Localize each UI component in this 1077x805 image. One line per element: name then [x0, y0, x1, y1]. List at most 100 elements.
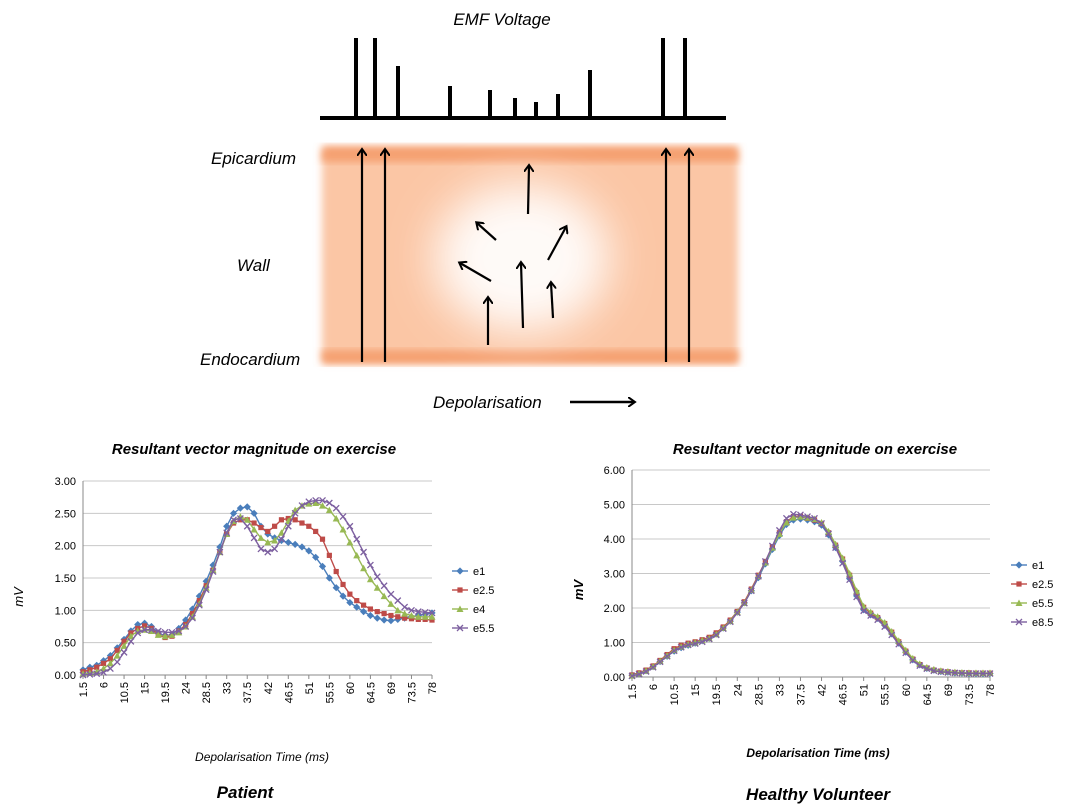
- vector-arrow: [477, 223, 497, 241]
- data-point: [972, 669, 980, 676]
- legend-label: e2.5: [1032, 579, 1053, 591]
- data-point: [353, 535, 361, 543]
- x-tick-label: 6: [648, 684, 660, 690]
- data-point: [965, 669, 973, 676]
- data-point: [107, 656, 113, 662]
- data-point: [387, 617, 395, 625]
- data-point: [278, 517, 285, 523]
- data-point: [271, 536, 279, 544]
- data-point: [895, 640, 903, 648]
- data-point: [691, 640, 699, 647]
- vector-arrow: [528, 166, 529, 215]
- data-point: [325, 499, 333, 507]
- data-point: [284, 538, 292, 547]
- y-tick-label: 2.50: [55, 508, 76, 520]
- legend-marker: [456, 624, 464, 632]
- x-tick-label: 42: [263, 682, 275, 694]
- x-tick-label: 73.5: [964, 684, 976, 705]
- data-point: [429, 617, 435, 623]
- legend-item: e5.5: [452, 623, 494, 635]
- data-point: [394, 597, 402, 605]
- plot-area: 0.00 0.50 1.00 1.50 2.00 2.50 3.00 1.5 6 10.5 15 19…: [55, 476, 439, 703]
- data-point: [930, 667, 938, 675]
- legend-marker: [457, 587, 463, 593]
- data-point: [867, 612, 875, 620]
- data-point: [402, 615, 408, 621]
- x-tick-label: 64.5: [922, 684, 934, 705]
- data-point: [768, 542, 776, 550]
- data-point: [421, 613, 429, 620]
- data-point: [684, 641, 692, 649]
- data-point: [298, 543, 306, 551]
- data-point: [202, 584, 210, 591]
- series-line: [82, 502, 432, 675]
- data-point: [161, 632, 169, 640]
- data-point: [986, 669, 994, 676]
- data-point: [243, 503, 251, 511]
- legend: e1 e2.5 e5.5 e8.5: [1011, 560, 1053, 629]
- data-point: [318, 562, 327, 570]
- data-point: [230, 516, 238, 524]
- data-point: [909, 654, 917, 662]
- data-point: [257, 534, 265, 541]
- data-point: [168, 628, 176, 636]
- y-tick-label: 2.00: [604, 603, 625, 615]
- x-tick-label: 64.5: [365, 682, 377, 703]
- data-point: [909, 656, 917, 664]
- data-point: [250, 509, 258, 517]
- data-point: [346, 538, 354, 546]
- y-tick-label: 3.00: [55, 476, 76, 488]
- data-point: [292, 517, 298, 523]
- data-point: [333, 568, 339, 575]
- series-line: [82, 499, 433, 676]
- data-point: [642, 668, 650, 675]
- x-tick-label: 10.5: [669, 684, 681, 705]
- data-point: [319, 502, 327, 509]
- vector-arrow: [547, 227, 566, 261]
- y-tick-label: 0.00: [55, 670, 76, 682]
- data-point: [881, 623, 889, 631]
- legend-item: e4: [452, 604, 485, 616]
- data-point: [366, 611, 375, 620]
- data-point: [394, 606, 402, 614]
- data-point: [853, 593, 861, 601]
- data-point: [237, 517, 243, 523]
- x-tick-label: 69: [386, 682, 398, 694]
- data-point: [188, 605, 197, 613]
- y-axis-label: mV: [571, 579, 586, 601]
- plot-area: 0.00 1.00 2.00 3.00 4.00 5.00 6.00 1.5 6 10.5 15 19…: [604, 465, 997, 705]
- data-point: [325, 506, 333, 514]
- data-point: [965, 670, 973, 678]
- x-tick-label: 1.5: [78, 682, 90, 697]
- y-tick-label: 1.00: [55, 605, 76, 617]
- x-tick-label: 1.5: [627, 684, 639, 699]
- x-tick-label: 15: [140, 682, 152, 694]
- data-point: [401, 610, 409, 617]
- data-point: [182, 623, 190, 630]
- data-point: [373, 573, 381, 581]
- epicardium-label: Epicardium: [211, 149, 296, 168]
- data-point: [120, 648, 128, 656]
- data-point: [789, 510, 797, 518]
- data-point: [154, 627, 162, 635]
- data-point: [86, 670, 94, 678]
- healthy-volunteer-caption: Healthy Volunteer: [746, 785, 891, 804]
- data-point: [380, 616, 388, 624]
- x-tick-label: 60: [345, 682, 357, 694]
- data-point: [305, 547, 313, 555]
- x-tick-label: 24: [732, 684, 744, 696]
- legend-marker: [456, 605, 464, 612]
- series-line: [82, 517, 433, 673]
- data-point: [408, 606, 415, 614]
- epicardium-band: [322, 146, 738, 162]
- data-point: [381, 610, 387, 617]
- data-point: [305, 498, 313, 506]
- data-point: [339, 513, 347, 521]
- data-point: [154, 631, 162, 638]
- wall-label: Wall: [237, 256, 271, 275]
- data-point: [360, 548, 368, 556]
- y-tick-label: 1.50: [55, 573, 76, 585]
- y-tick-label: 3.00: [604, 569, 625, 581]
- legend-item: e5.5: [1011, 598, 1053, 610]
